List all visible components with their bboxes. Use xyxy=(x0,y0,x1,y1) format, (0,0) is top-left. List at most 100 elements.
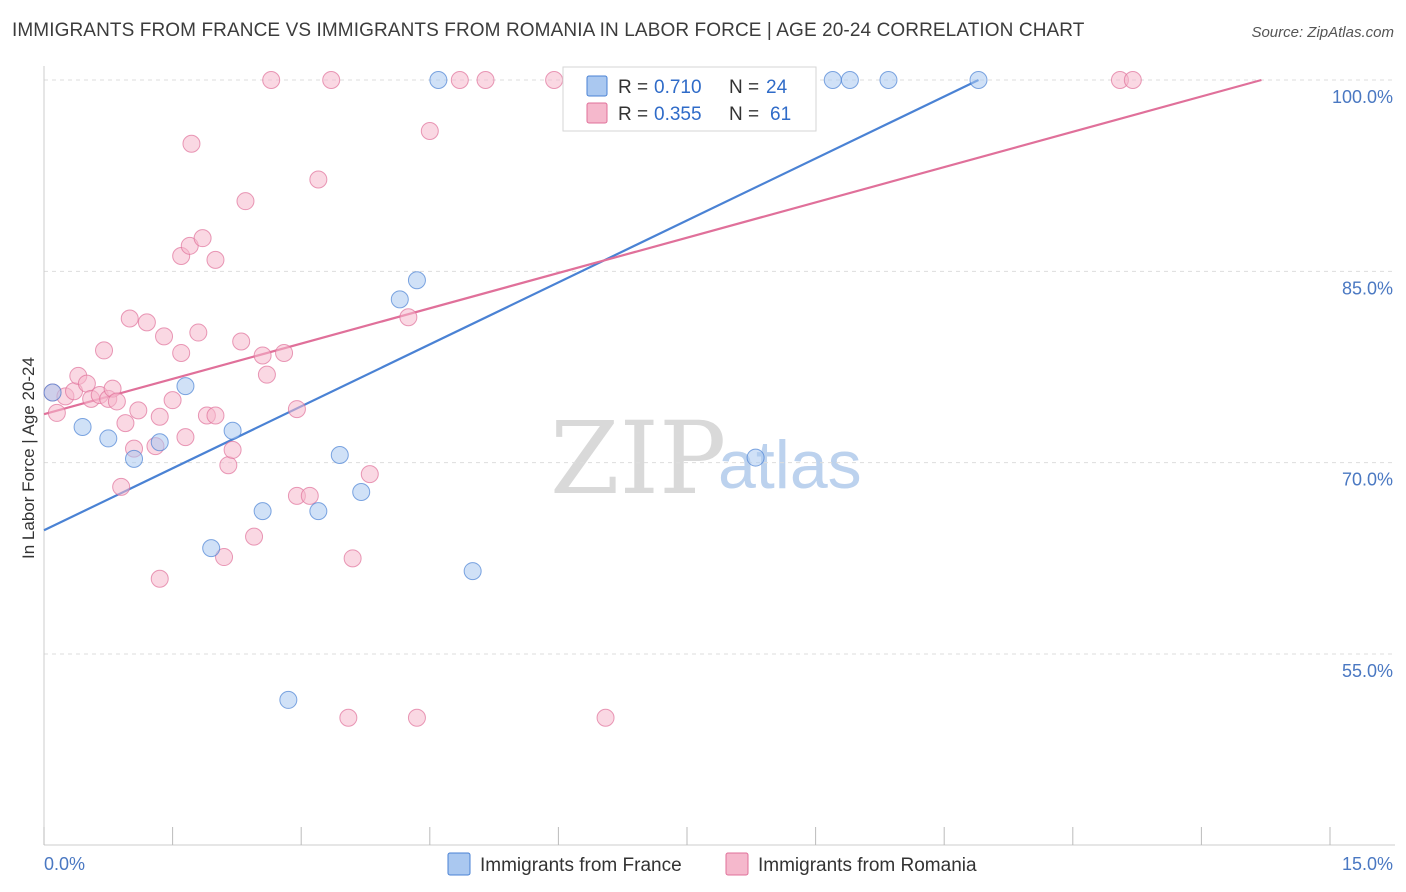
france-point-11 xyxy=(330,446,349,465)
france-point-21 xyxy=(879,71,898,89)
romania-point-44 xyxy=(287,400,306,419)
romania-point-56 xyxy=(545,71,564,89)
romania-point-16 xyxy=(129,401,148,420)
romania-point-22 xyxy=(163,391,182,410)
romania-point-14 xyxy=(120,309,139,328)
romania-point-50 xyxy=(360,465,379,484)
romania-point-24 xyxy=(172,343,191,362)
romania-point-25 xyxy=(176,428,195,447)
romania-point-11 xyxy=(107,392,126,411)
france-point-8 xyxy=(253,502,272,521)
france-point-6 xyxy=(202,539,221,558)
y-tick-label-3: 55.0% xyxy=(1342,661,1393,681)
series-legend: Immigrants from France Immigrants from R… xyxy=(447,852,977,876)
romania-point-58 xyxy=(596,708,615,727)
series-legend-swatch-romania xyxy=(725,852,749,876)
france-point-5 xyxy=(176,377,195,396)
france-point-1 xyxy=(73,417,92,436)
france-point-0 xyxy=(43,383,62,402)
romania-point-21 xyxy=(155,327,174,346)
romania-point-47 xyxy=(322,71,341,89)
romania-point-27 xyxy=(182,134,201,153)
romania-point-38 xyxy=(245,527,264,546)
legend-france-n-label: N = xyxy=(729,77,759,98)
romania-point-8 xyxy=(95,341,114,360)
france-point-18 xyxy=(746,448,765,467)
series-legend-swatch-france xyxy=(447,852,471,876)
legend-france-r-label: R = xyxy=(618,77,648,98)
france-point-12 xyxy=(352,483,371,502)
france-point-9 xyxy=(279,690,298,709)
y-tick-labels: 100.0% 85.0% 70.0% 55.0% xyxy=(1332,87,1393,681)
romania-point-17 xyxy=(137,313,156,332)
romania-point-49 xyxy=(343,549,362,568)
gridlines xyxy=(44,79,1395,655)
romania-trend-line xyxy=(43,78,1262,416)
romania-point-32 xyxy=(206,406,225,425)
romania-point-52 xyxy=(407,708,426,727)
romania-point-20 xyxy=(150,569,169,588)
romania-point-19 xyxy=(150,407,169,426)
romania-point-28 xyxy=(189,323,208,342)
france-point-2 xyxy=(99,429,118,448)
series-legend-france: Immigrants from France xyxy=(480,855,682,876)
france-point-15 xyxy=(429,71,448,89)
france-trend-line xyxy=(43,79,979,532)
x-tick-label-max: 15.0% xyxy=(1342,854,1393,874)
romania-point-54 xyxy=(450,71,469,89)
legend-romania-n-label: N = xyxy=(729,104,759,125)
france-point-16 xyxy=(463,562,482,581)
france-point-13 xyxy=(390,290,409,309)
romania-point-29 xyxy=(193,229,212,248)
trend-lines xyxy=(43,78,1262,532)
romania-point-33 xyxy=(215,548,234,567)
romania-point-40 xyxy=(257,365,276,384)
france-point-3 xyxy=(125,449,144,468)
france-point-19 xyxy=(823,71,842,89)
romania-point-53 xyxy=(420,122,439,141)
axes xyxy=(43,66,1395,846)
data-points xyxy=(43,71,1142,727)
romania-point-34 xyxy=(219,456,238,475)
romania-point-46 xyxy=(309,170,328,189)
y-tick-label-1: 85.0% xyxy=(1342,278,1393,298)
watermark-atlas: atlas xyxy=(718,427,862,503)
correlation-legend: R = 0.710 N = 24 R = 0.355 N = 61 xyxy=(562,66,817,132)
romania-point-42 xyxy=(275,343,294,362)
legend-romania-n-value: 61 xyxy=(770,104,791,125)
y-tick-label-2: 70.0% xyxy=(1342,470,1393,490)
france-point-14 xyxy=(407,271,426,290)
y-tick-label-0: 100.0% xyxy=(1332,87,1393,107)
romania-point-37 xyxy=(236,192,255,211)
legend-romania-r-value: 0.355 xyxy=(654,104,702,125)
legend-swatch-romania xyxy=(586,102,608,124)
france-point-4 xyxy=(150,433,169,452)
romania-point-60 xyxy=(1123,71,1142,89)
romania-point-35 xyxy=(223,440,242,459)
legend-romania-r-label: R = xyxy=(618,104,648,125)
romania-point-41 xyxy=(262,71,281,89)
romania-point-13 xyxy=(116,414,135,433)
romania-point-39 xyxy=(253,346,272,365)
france-point-22 xyxy=(969,71,988,89)
x-tick-label-min: 0.0% xyxy=(44,854,85,874)
legend-swatch-france xyxy=(586,75,608,97)
legend-france-r-value: 0.710 xyxy=(654,77,702,98)
romania-point-55 xyxy=(476,71,495,89)
romania-point-48 xyxy=(339,708,358,727)
watermark-zip: ZIP xyxy=(550,400,726,517)
legend-france-n-value: 24 xyxy=(766,77,788,98)
romania-point-12 xyxy=(112,477,131,496)
france-point-7 xyxy=(223,421,242,440)
y-axis-label: In Labor Force | Age 20-24 xyxy=(19,357,38,559)
romania-point-51 xyxy=(399,308,418,327)
romania-point-1 xyxy=(47,403,66,422)
romania-point-45 xyxy=(300,486,319,505)
series-legend-romania: Immigrants from Romania xyxy=(758,855,977,876)
romania-point-31 xyxy=(206,250,225,269)
france-point-10 xyxy=(309,502,328,521)
france-point-20 xyxy=(840,71,859,89)
source-label: Source: ZipAtlas.com xyxy=(1251,24,1394,41)
romania-point-36 xyxy=(232,332,251,351)
